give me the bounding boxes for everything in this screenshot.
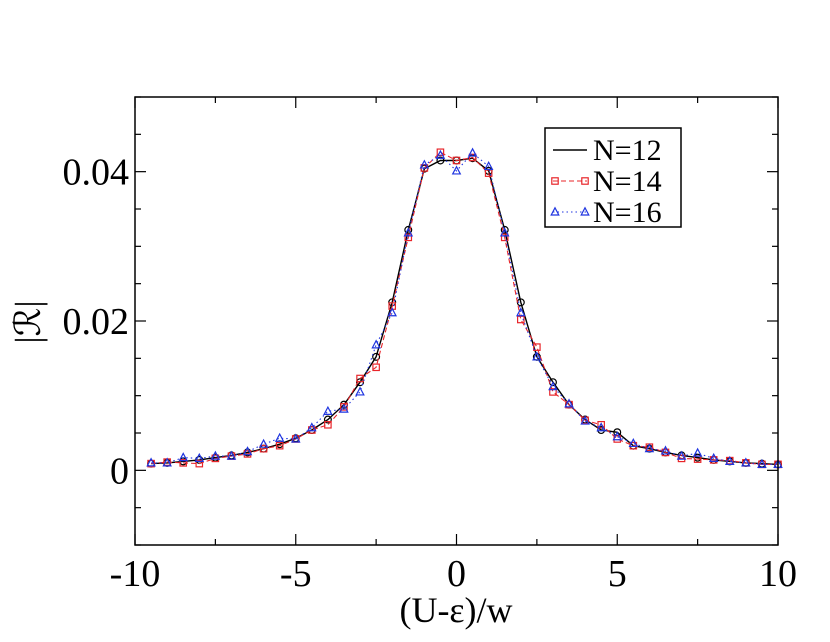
data-point: [580, 415, 590, 425]
plot-series: [146, 147, 783, 469]
data-point: [194, 452, 205, 462]
data-point: [195, 459, 204, 468]
data-point: [226, 450, 237, 460]
data-point: [692, 447, 703, 457]
data-point: [532, 351, 542, 361]
data-point: [676, 450, 687, 460]
data-point: [275, 441, 284, 450]
data-point: [660, 445, 671, 455]
data-point: [274, 432, 285, 442]
data-point: [419, 159, 430, 169]
series-N=16: [146, 147, 783, 468]
legend-marker: [550, 206, 560, 216]
axis-tick-labels: -10 -5 0 5 10 0 0.02 0.04: [63, 152, 798, 595]
legend-box: [544, 127, 682, 228]
y-axis-label: |ℛ|: [8, 300, 48, 343]
data-point: [564, 398, 574, 408]
data-point: [500, 225, 509, 234]
legend-marker: [551, 177, 559, 185]
data-point: [339, 403, 349, 413]
data-point: [516, 307, 526, 317]
legend-item: N=14: [551, 165, 662, 198]
data-point: [323, 405, 333, 415]
data-point: [533, 343, 541, 351]
data-point: [483, 160, 494, 171]
data-point: [644, 443, 655, 453]
x-tick-label: 10: [759, 553, 797, 595]
data-point: [356, 374, 364, 383]
x-tick-label: -10: [110, 553, 161, 595]
data-point: [259, 444, 268, 453]
data-point: [435, 149, 446, 159]
data-point: [708, 452, 719, 462]
data-point: [467, 147, 478, 157]
data-point: [258, 438, 269, 448]
data-point: [323, 415, 332, 424]
x-axis-label: (U-ε)/w: [399, 590, 512, 630]
data-point: [242, 446, 253, 456]
legend-label: N=16: [593, 196, 662, 229]
data-point: [452, 156, 461, 165]
data-point: [612, 431, 623, 441]
data-point: [307, 422, 317, 432]
legend-label: N=12: [593, 134, 662, 167]
data-point: [436, 156, 445, 165]
y-tick-label: 0: [110, 450, 129, 492]
legend-marker: [580, 206, 590, 216]
data-point: [500, 233, 509, 242]
data-point: [628, 437, 639, 448]
data-point: [724, 455, 735, 465]
data-point: [597, 420, 605, 429]
data-point: [549, 388, 557, 396]
x-tick-label: -5: [280, 553, 312, 595]
data-point: [741, 457, 751, 467]
data-point: [178, 452, 189, 462]
axis-ticks: [134, 96, 779, 546]
data-point: [387, 307, 397, 317]
legend-label: N=14: [593, 165, 662, 198]
data-point: [372, 352, 381, 361]
data-point: [162, 457, 172, 467]
y-tick-label: 0.02: [63, 301, 130, 343]
data-point: [757, 458, 767, 468]
data-point: [451, 165, 462, 175]
data-point: [403, 227, 414, 237]
y-tick-label: 0.04: [63, 152, 130, 194]
legend: N=12N=14N=16: [544, 127, 682, 229]
data-point: [179, 459, 188, 467]
legend-item: N=16: [550, 196, 662, 229]
x-tick-label: 0: [447, 553, 466, 595]
data-point: [499, 227, 510, 237]
data-point: [371, 339, 381, 349]
data-point: [468, 153, 477, 162]
data-point: [355, 386, 365, 396]
series-line: [151, 151, 778, 465]
data-point: [146, 457, 156, 467]
data-point: [290, 433, 301, 443]
data-point: [548, 381, 558, 391]
series-line: [151, 152, 778, 465]
data-point: [372, 363, 380, 372]
data-point: [324, 420, 332, 429]
data-point: [596, 422, 606, 432]
legend-item: N=12: [553, 134, 662, 167]
data-point: [404, 225, 413, 234]
legend-marker: [581, 177, 589, 185]
data-point: [210, 450, 221, 460]
x-tick-label: 5: [608, 553, 627, 595]
